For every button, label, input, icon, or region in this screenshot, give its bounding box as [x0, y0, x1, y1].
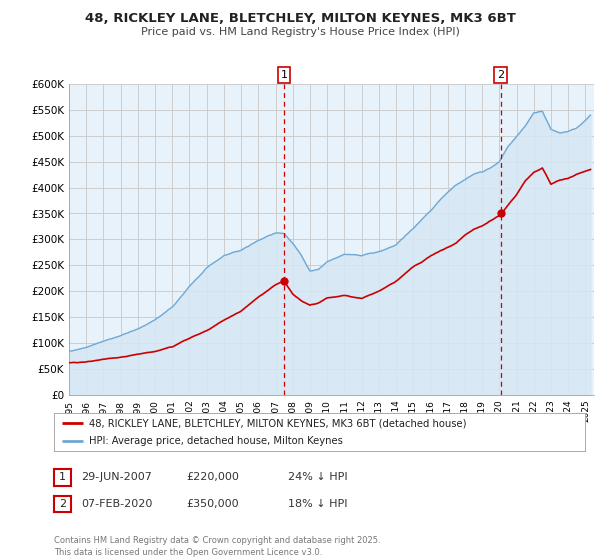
- Text: £220,000: £220,000: [186, 472, 239, 482]
- Text: 24% ↓ HPI: 24% ↓ HPI: [288, 472, 347, 482]
- Text: 2: 2: [497, 70, 504, 80]
- Text: 2: 2: [59, 499, 66, 509]
- Text: 07-FEB-2020: 07-FEB-2020: [81, 499, 152, 509]
- Text: 1: 1: [59, 472, 66, 482]
- Text: HPI: Average price, detached house, Milton Keynes: HPI: Average price, detached house, Milt…: [89, 436, 343, 446]
- Text: £350,000: £350,000: [186, 499, 239, 509]
- Text: 48, RICKLEY LANE, BLETCHLEY, MILTON KEYNES, MK3 6BT (detached house): 48, RICKLEY LANE, BLETCHLEY, MILTON KEYN…: [89, 418, 466, 428]
- Text: 1: 1: [280, 70, 287, 80]
- Text: Contains HM Land Registry data © Crown copyright and database right 2025.
This d: Contains HM Land Registry data © Crown c…: [54, 536, 380, 557]
- Text: 29-JUN-2007: 29-JUN-2007: [81, 472, 152, 482]
- Text: 48, RICKLEY LANE, BLETCHLEY, MILTON KEYNES, MK3 6BT: 48, RICKLEY LANE, BLETCHLEY, MILTON KEYN…: [85, 12, 515, 25]
- Text: Price paid vs. HM Land Registry's House Price Index (HPI): Price paid vs. HM Land Registry's House …: [140, 27, 460, 37]
- Text: 18% ↓ HPI: 18% ↓ HPI: [288, 499, 347, 509]
